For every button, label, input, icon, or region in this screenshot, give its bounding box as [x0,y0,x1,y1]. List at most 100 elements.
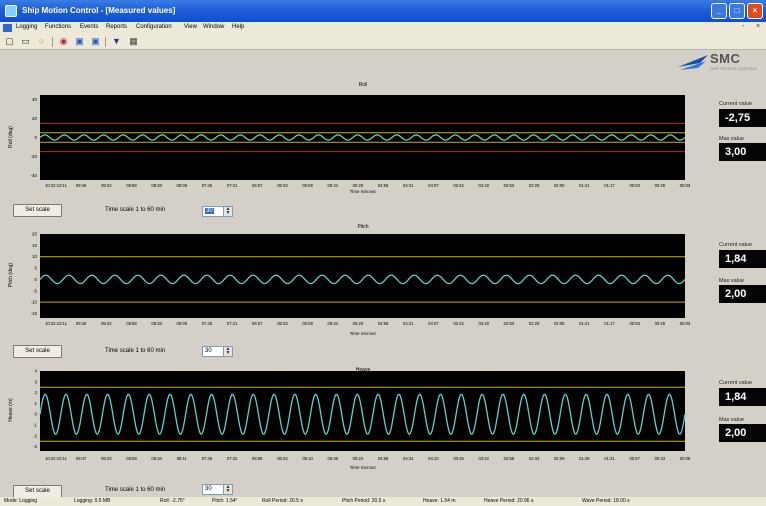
status-logging: Logging: 0.5 MB [74,498,111,504]
x-tick-label: 02:33 [529,456,540,461]
logo-text: SMC [710,51,741,66]
maximize-button[interactable]: □ [729,3,745,19]
current-value-label: Current value [719,380,753,386]
x-tick-label: 08:09 [177,321,188,326]
x-tick-label: 06:34 [277,456,288,461]
x-tick-label: 04:56 [378,321,389,326]
set-scale-button[interactable]: Set scale [13,204,62,217]
current-value: -2,75 [719,109,766,127]
y-tick-label: 5 [34,266,37,271]
status-bar: Mode: Logging Logging: 0.5 MB Roll: -2.7… [0,497,766,506]
x-tick-label: 06:10 [302,456,313,461]
menu-configuration[interactable]: Configuration [136,24,172,30]
chart-title: Roll [359,82,368,88]
menu-events[interactable]: Events [80,24,99,30]
menu-window[interactable]: Window [203,24,225,30]
time-scale-label: Time scale 1 to 60 min [105,348,166,354]
max-value-label: Max value [719,136,745,142]
signal-line [39,274,686,285]
chart-title: Pitch [357,224,368,230]
spinner-arrows-icon[interactable]: ▲ ▼ [223,347,232,356]
x-tick-label: 10:32:10:11 [45,321,67,326]
chart-title: Heave [356,367,371,373]
status-wave-period: Wave Period: 18.00 s [582,498,630,504]
window-icon[interactable]: ▦ [129,36,138,46]
x-tick-label: 08:58 [126,321,137,326]
menu-logging[interactable]: Logging [16,24,38,30]
x-tick-label: 08:58 [126,183,137,188]
time-scale-spinner[interactable]: 30 ▲ ▼ [202,346,233,357]
menu-functions[interactable]: Functions [45,24,72,30]
open-icon[interactable]: ▭ [21,36,30,46]
mdi-close-button[interactable]: × [756,23,761,30]
x-tick-label: 00:09 [680,456,691,461]
x-tick-label: 00:28 [655,321,666,326]
x-tick-label: 03:42 [453,321,464,326]
x-tick-label: 05:44 [328,183,339,188]
x-tick-label: 07:21 [227,183,238,188]
close-button[interactable]: × [747,3,763,19]
x-tick-label: 01:17 [604,321,615,326]
time-scale-value[interactable]: 30 [205,208,214,214]
x-tick-label: 02:09 [554,456,565,461]
chart-icon[interactable]: ▣ [75,36,84,46]
x-tick-label: 00:53 [629,183,640,188]
time-scale-value[interactable]: 30 [205,486,212,492]
smc-logo: SMC SHIP MOTION CONTROL [676,47,766,75]
current-value-label: Current value [719,242,753,248]
x-tick-label: 00:57 [629,456,640,461]
menu-reports[interactable]: Reports [106,24,128,30]
x-tick-label: 05:20 [353,183,364,188]
max-value-label: Max value [719,278,745,284]
x-tick-label: 06:57 [252,183,263,188]
x-tick-label: 06:33 [277,183,288,188]
heave-chart: Heave Heave (m) Time min:sec 4 3 2 1 0 -1 -2 -3… [8,367,691,470]
x-tick-label: 02:05 [554,321,565,326]
y-tick-label: 3 [34,379,37,384]
x-tick-label: 03:18 [478,321,489,326]
x-tick-label: 04:07 [428,321,439,326]
max-value-label: Max value [719,417,745,423]
x-tick-label: 00:28 [655,183,666,188]
x-tick-label: 02:53 [504,321,515,326]
refresh-icon[interactable]: ○ [38,36,45,46]
x-tick-label: 05:22 [353,456,364,461]
chart-alt-icon[interactable]: ▣ [91,36,100,46]
spinner-arrows-icon[interactable]: ▲ ▼ [223,207,232,216]
x-tick-label: 08:09 [177,183,188,188]
x-tick-label: 03:46 [453,456,464,461]
toolbar: ▢ ▭ ○ ◉ ▣ ▣ ▼ ▦ [0,34,766,50]
minimize-button[interactable]: _ [711,3,727,19]
time-scale-spinner[interactable]: 30 ▲ ▼ [202,484,233,495]
x-tick-label: 00:03 [680,321,691,326]
set-scale-button[interactable]: Set scale [13,345,62,358]
tool-icon[interactable]: ▼ [112,36,121,46]
heave-panel: Heave Heave (m) Time min:sec 4 3 2 1 0 -1 -2 -3… [0,365,766,498]
menu-help[interactable]: Help [232,24,245,30]
spinner-arrows-icon[interactable]: ▲ ▼ [223,485,232,494]
x-tick-label: 02:58 [504,456,515,461]
new-icon[interactable]: ▢ [5,36,14,46]
time-scale-value[interactable]: 30 [205,348,212,354]
mdi-minimize-button[interactable]: - [742,23,745,30]
menu-view[interactable]: View [184,24,197,30]
document-icon[interactable] [3,24,12,32]
toolbar-separator [52,37,53,47]
camera-icon[interactable]: ◉ [59,36,68,46]
x-axis-label: Time min:sec [350,331,377,336]
x-tick-label: 07:45 [202,321,213,326]
x-tick-label: 09:22 [101,321,112,326]
time-scale-spinner[interactable]: 30 ▲ ▼ [202,206,233,217]
pitch-panel: Pitch Pitch (deg) Time min:sec 20 15 10 5 0 -… [0,222,766,358]
x-tick-label: 04:07 [428,183,439,188]
x-tick-label: 06:33 [277,321,288,326]
logo-subtitle: SHIP MOTION CONTROL [710,66,758,71]
x-tick-label: 07:45 [202,183,213,188]
x-tick-label: 08:33 [151,183,162,188]
x-tick-label: 09:46 [76,183,87,188]
y-tick-label: -5 [33,288,37,293]
signal-line [39,393,686,435]
y-axis-label: Pitch (deg) [8,263,14,288]
y-tick-label: -10 [30,300,37,305]
y-tick-label: -20 [30,154,37,159]
